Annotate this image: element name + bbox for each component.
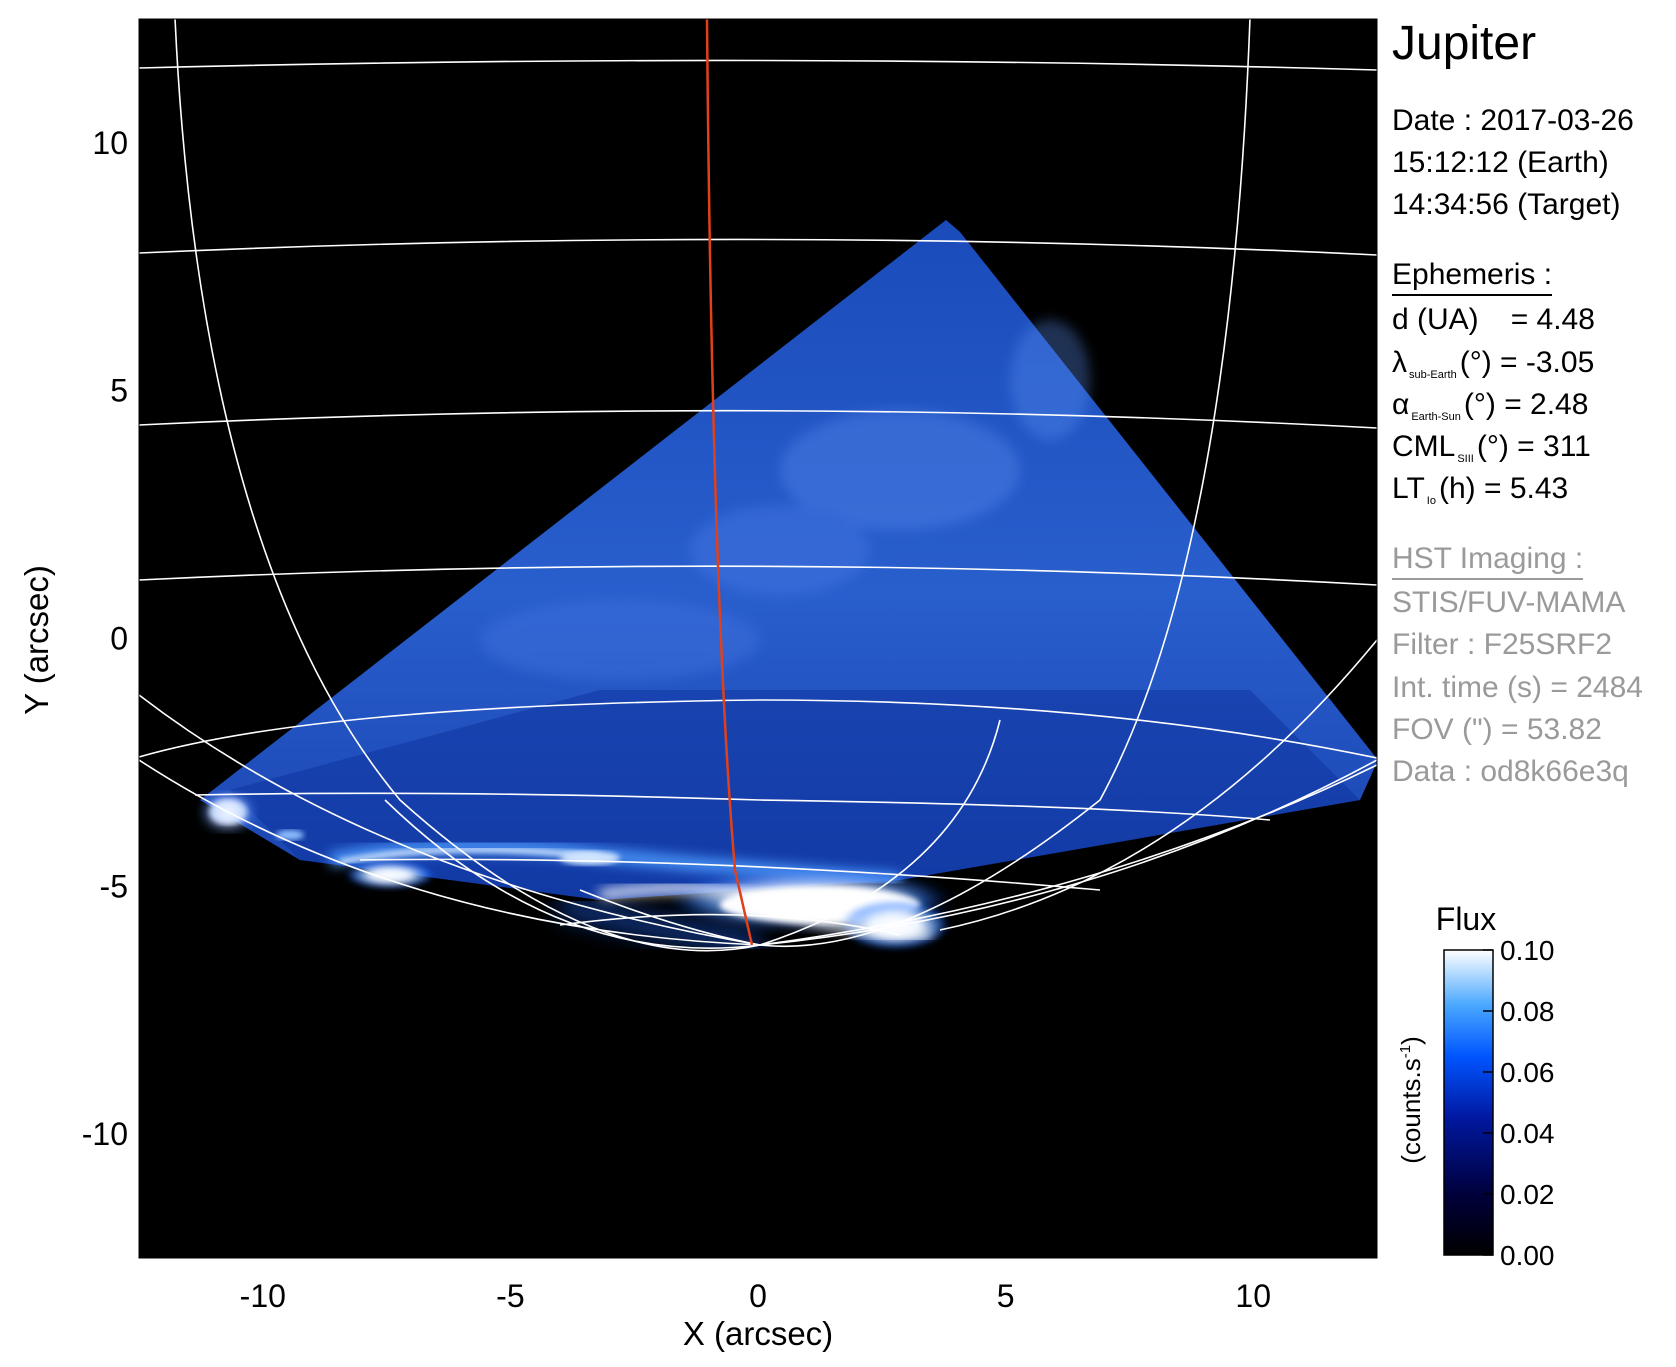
date-line: Date : 2017-03-26 [1392, 104, 1634, 137]
colorbar-tick-label: 0.08 [1500, 996, 1555, 1027]
cml-subscript: SIII [1457, 453, 1474, 465]
alpha-subscript: Earth-Sun [1411, 411, 1461, 423]
y-tick-label: 10 [92, 125, 128, 161]
colorbar-unit-label: (counts.s [1396, 1058, 1426, 1164]
y-axis-label: Y (arcsec) [18, 565, 55, 715]
hst-imaging-header: HST Imaging : [1392, 542, 1584, 580]
lambda-subscript: sub-Earth [1409, 369, 1457, 381]
cml-value: (°) = 311 [1476, 430, 1591, 463]
alpha-symbol: α [1392, 388, 1410, 421]
distance-label: d (UA) [1392, 303, 1479, 336]
planet-grid [139, 19, 1377, 952]
x-tick-label: 10 [1235, 1278, 1271, 1314]
earth-time-line: 15:12:12 (Earth) [1392, 146, 1609, 179]
alpha-value: (°) = 2.48 [1463, 388, 1589, 421]
y-tick-label: 5 [110, 373, 128, 409]
x-axis-label: X (arcsec) [683, 1315, 833, 1352]
lambda-value: (°) = -3.05 [1459, 346, 1595, 379]
colorbar-unit: (counts.s-1) [1396, 1036, 1426, 1164]
cml-symbol: CML [1392, 430, 1456, 463]
distance-value: = 4.48 [1510, 303, 1595, 336]
y-tick-label: 0 [110, 621, 128, 657]
colorbar-unit-sup: -1 [1397, 1045, 1414, 1058]
io-local-time-line: LT Io (h) = 5.43 [1392, 472, 1569, 507]
y-tick-label: -5 [100, 868, 128, 904]
info-panel: Jupiter Date : 2017-03-26 15:12:12 (Eart… [1392, 0, 1676, 1367]
x-tick-label: 5 [997, 1278, 1015, 1314]
colorbar-tick-label: 0.04 [1500, 1118, 1555, 1149]
central-meridian-line [705, 19, 754, 946]
planet-title: Jupiter [1392, 17, 1537, 70]
phase-angle-line: α Earth-Sun (°) = 2.48 [1392, 388, 1589, 423]
colorbar-unit-close: ) [1396, 1036, 1426, 1045]
sub-earth-latitude-line: λ sub-Earth (°) = -3.05 [1392, 346, 1595, 381]
colorbar-gradient [1443, 949, 1494, 1256]
colorbar-tick-label: 0.10 [1500, 935, 1555, 966]
x-axis-ticks: -10 -5 0 5 10 [240, 1248, 1271, 1314]
lambda-symbol: λ [1392, 346, 1407, 379]
wedge-texture [480, 320, 1090, 680]
distance-line: d (UA) = 4.48 [1392, 303, 1595, 337]
lt-subscript: Io [1426, 495, 1436, 507]
colorbar-ticks: 0.00 0.02 0.04 0.06 0.08 0.10 [1483, 935, 1555, 1271]
integration-time-line: Int. time (s) = 2484 [1392, 671, 1643, 704]
colorbar-title: Flux [1436, 901, 1496, 937]
y-tick-label: -10 [82, 1116, 128, 1152]
dataset-line: Data : od8k66e3q [1392, 755, 1629, 788]
ephemeris-header: Ephemeris : [1392, 258, 1553, 296]
colorbar-tick-label: 0.02 [1500, 1179, 1555, 1210]
colorbar-tick-label: 0.06 [1500, 1057, 1555, 1088]
y-axis-ticks: -10 -5 0 5 10 [82, 125, 149, 1152]
filter-line: Filter : F25SRF2 [1392, 628, 1613, 661]
target-time-line: 14:34:56 (Target) [1392, 188, 1621, 221]
lt-value: (h) = 5.43 [1438, 472, 1569, 505]
colorbar: Flux 0.00 0.02 0.04 0.06 0.08 0.10 (counts.s-… [1396, 901, 1555, 1271]
x-tick-label: -5 [496, 1278, 524, 1314]
x-tick-label: -10 [240, 1278, 286, 1314]
colorbar-tick-label: 0.00 [1500, 1240, 1555, 1271]
fov-line: FOV (") = 53.82 [1392, 713, 1602, 746]
lt-symbol: LT [1392, 472, 1425, 505]
instrument-line: STIS/FUV-MAMA [1392, 586, 1626, 619]
cml-line: CML SIII (°) = 311 [1392, 430, 1591, 465]
x-tick-label: 0 [749, 1278, 767, 1314]
